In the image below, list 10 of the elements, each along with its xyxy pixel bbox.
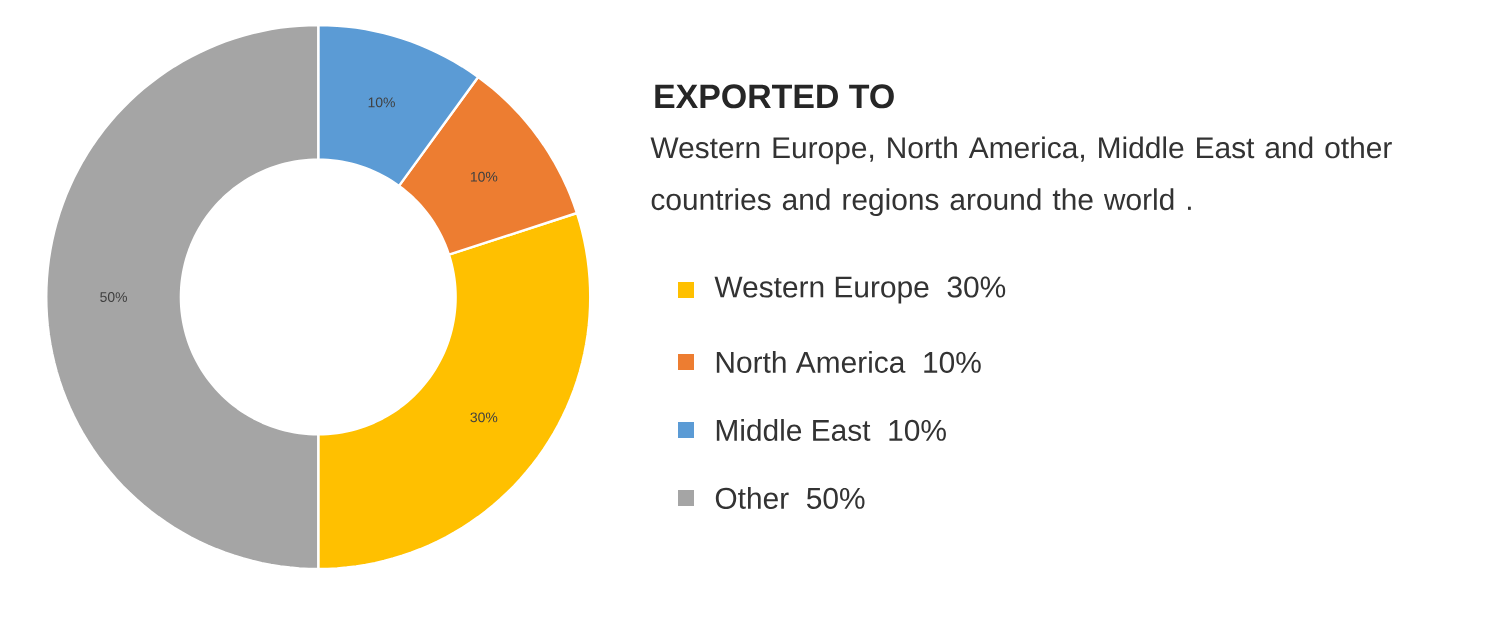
legend-label: Western Europe bbox=[714, 276, 929, 304]
text: EXPORTED TO bbox=[655, 84, 894, 109]
text: 10% bbox=[889, 419, 946, 441]
legend-label: Middle East bbox=[716, 419, 871, 441]
text: 50% bbox=[806, 487, 865, 509]
text: Western Europe, North America, Middle East and other countries and regions around the world . bbox=[650, 136, 1392, 217]
legend-label: North America bbox=[716, 351, 906, 373]
legend-label: Other bbox=[715, 487, 789, 509]
text: 30% bbox=[947, 276, 1006, 298]
text: 10% bbox=[924, 351, 981, 373]
